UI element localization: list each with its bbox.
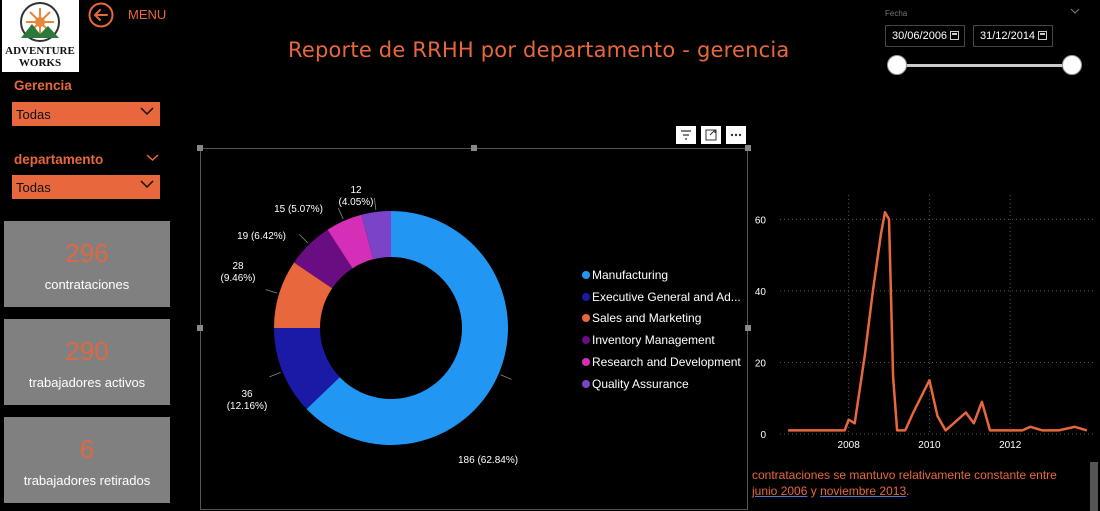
legend-label: Manufacturing (592, 268, 669, 282)
donut-data-label: 28 (9.46%) (220, 261, 255, 284)
resize-handle[interactable] (745, 325, 751, 331)
donut-leader-line (299, 234, 309, 244)
end-date-value: 31/12/2014 (980, 30, 1036, 42)
scrollbar-thumb[interactable] (1090, 462, 1098, 511)
legend-dot (582, 314, 590, 322)
kpi-card-contrataciones: 296 contrataciones (4, 221, 170, 307)
donut-leader-line (265, 289, 278, 294)
date-range-end-handle[interactable] (1062, 55, 1082, 75)
logo-graphic: ADVENTURE WORKS (5, 2, 75, 69)
menu-button[interactable]: MENU (128, 7, 167, 22)
filter-icon[interactable] (676, 126, 696, 144)
date-range-slider-track[interactable] (898, 64, 1072, 67)
legend-dot (582, 271, 590, 279)
donut-leader-line (500, 374, 512, 380)
x-tick-label: 2008 (838, 440, 861, 451)
date-range-start-handle[interactable] (887, 55, 907, 75)
calendar-icon[interactable] (1038, 31, 1047, 40)
donut-data-label: 186 (62.84%) (458, 455, 518, 466)
donut-slice-inventory-management[interactable] (294, 229, 353, 289)
department-donut-chart: 186 (62.84%) 36 (12.16%) 28 (9.46%) 19 (6.42%… (220, 185, 518, 466)
kpi-value: 6 (79, 434, 95, 464)
departamento-dropdown[interactable]: Todas (12, 175, 160, 199)
smart-narrative: contrataciones se mantuvo relativamente … (752, 467, 1072, 499)
resize-handle[interactable] (197, 145, 203, 151)
x-tick-label: 2010 (918, 440, 941, 451)
donut-slice-manufacturing[interactable] (306, 211, 508, 445)
narrative-connector: y (807, 484, 821, 498)
kpi-card-trabajadores-retirados: 6 trabajadores retirados (4, 417, 170, 503)
legend-dot (582, 380, 590, 388)
legend-label: Sales and Marketing (592, 311, 702, 325)
departamento-expand-chevron-icon[interactable] (146, 153, 159, 162)
x-tick-label: 2012 (999, 440, 1022, 451)
donut-leader-line (337, 207, 344, 220)
kpi-card-trabajadores-activos: 290 trabajadores activos (4, 319, 170, 405)
end-date-input[interactable]: 31/12/2014 (973, 25, 1053, 47)
narrative-start-date: junio 2006 (752, 484, 808, 498)
page-title: Reporte de RRHH por departamento - geren… (288, 38, 790, 62)
donut-data-label: 15 (5.07%) (274, 204, 323, 215)
resize-handle[interactable] (745, 145, 751, 151)
legend-label: Quality Assurance (592, 377, 689, 391)
chevron-down-icon (140, 180, 154, 189)
donut-slice-quality-assurance[interactable] (361, 211, 391, 260)
logo-text-2: WORKS (19, 57, 61, 69)
legend-dot (582, 358, 590, 366)
legend-label: Research and Development (592, 355, 741, 369)
donut-leader-line (269, 371, 281, 378)
legend-dot (582, 336, 590, 344)
calendar-icon[interactable] (950, 31, 959, 40)
donut-slice-research-and-development[interactable] (327, 214, 374, 269)
kpi-label: contrataciones (44, 277, 130, 292)
gerencia-selected-value: Todas (16, 107, 51, 122)
hires-line-chart: 0 20 40 60 2008 2010 2012 (755, 195, 1095, 451)
narrative-text: contrataciones se mantuvo relativamente … (752, 468, 1057, 482)
start-date-value: 30/06/2006 (892, 30, 948, 42)
date-slicer-title: Fecha (885, 9, 908, 18)
legend-dot (582, 293, 590, 301)
gerencia-dropdown[interactable]: Todas (12, 102, 160, 126)
start-date-input[interactable]: 30/06/2006 (885, 25, 965, 47)
departamento-slicer-title: departamento (14, 152, 104, 167)
legend-label: Inventory Management (592, 333, 715, 347)
y-tick-label: 20 (755, 358, 767, 369)
y-tick-label: 0 (760, 430, 766, 441)
more-options-icon[interactable] (726, 126, 746, 144)
donut-data-label: 36 (12.16%) (227, 389, 268, 412)
chevron-down-icon (140, 107, 154, 116)
logo-text-1: ADVENTURE (5, 45, 75, 57)
kpi-value: 290 (65, 336, 109, 366)
resize-handle[interactable] (471, 145, 477, 151)
y-tick-label: 60 (755, 215, 767, 226)
narrative-end-date: noviembre 2013 (820, 484, 907, 498)
gerencia-slicer-title: Gerencia (14, 78, 72, 93)
y-tick-label: 40 (755, 287, 767, 298)
back-arrow-icon[interactable] (88, 2, 114, 28)
date-slicer-chevron-icon[interactable] (1070, 8, 1080, 15)
departamento-selected-value: Todas (16, 180, 51, 195)
legend-label: Executive General and Ad... (592, 290, 741, 304)
kpi-value: 296 (65, 238, 109, 268)
kpi-label: trabajadores retirados (23, 473, 151, 488)
donut-data-label: 12 (4.05%) (338, 185, 373, 208)
donut-slice-executive-general-and-ad[interactable] (274, 328, 340, 409)
donut-leader-line (373, 198, 377, 211)
narrative-end: . (906, 484, 910, 498)
hires-series-line (788, 210, 1088, 432)
resize-handle[interactable] (197, 325, 203, 331)
donut-slice-sales-and-marketing[interactable] (274, 262, 333, 328)
adventure-works-logo: ADVENTURE WORKS (2, 0, 79, 72)
focus-mode-icon[interactable] (701, 126, 721, 144)
donut-data-label: 19 (6.42%) (237, 231, 286, 242)
kpi-label: trabajadores activos (28, 375, 146, 390)
